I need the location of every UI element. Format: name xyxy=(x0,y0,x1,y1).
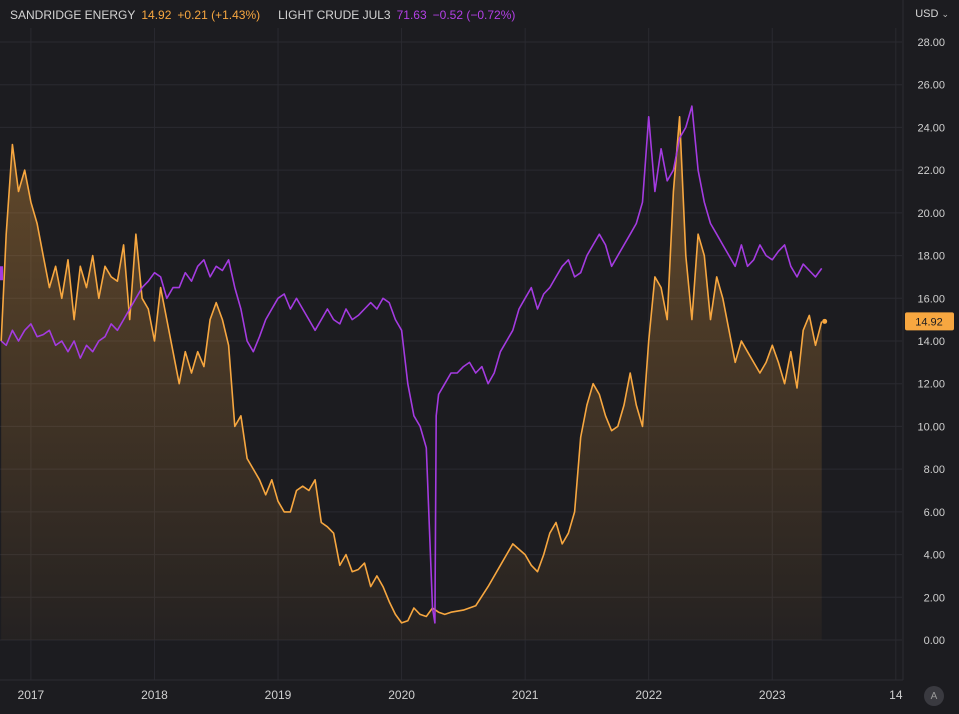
y-tick-label: 16.00 xyxy=(917,293,945,305)
y-tick-label: 18.00 xyxy=(917,251,945,263)
sandridge-area-fill xyxy=(1,116,822,641)
sandridge-price: 14.92 xyxy=(141,8,172,22)
crude-change: −0.52 (−0.72%) xyxy=(432,8,516,22)
crude-line xyxy=(0,105,823,624)
x-tick-label: 2021 xyxy=(512,688,539,702)
y-tick-label: 26.00 xyxy=(917,80,945,92)
x-tick-label: 2023 xyxy=(759,688,786,702)
y-axis-panel xyxy=(903,0,959,714)
currency-label: USD xyxy=(915,8,939,20)
last-price-tag: 14.92 xyxy=(905,312,954,331)
y-tick-label: 12.00 xyxy=(917,379,945,391)
y-tick-label: 20.00 xyxy=(917,208,945,220)
sandridge-series-name: SANDRIDGE ENERGY xyxy=(10,8,136,22)
crude-price: 71.63 xyxy=(396,8,427,22)
chart-legend: SANDRIDGE ENERGY 14.92 +0.21 (+1.43%) LI… xyxy=(10,8,515,22)
y-tick-label: 6.00 xyxy=(924,507,945,519)
auto-scale-button[interactable]: A xyxy=(924,686,944,706)
y-tick-label: 10.00 xyxy=(917,421,945,433)
y-tick-label: 14.00 xyxy=(917,336,945,348)
sandridge-area xyxy=(1,116,822,641)
y-tick-label: 8.00 xyxy=(924,464,945,476)
x-axis: 2017 2018 2019 2020 2021 2022 2023 14 xyxy=(0,679,959,702)
x-tick-label: 2019 xyxy=(265,688,292,702)
y-tick-label: 24.00 xyxy=(917,122,945,134)
y-tick-label: 2.00 xyxy=(924,592,945,604)
sandridge-last-point xyxy=(822,318,828,324)
y-tick-label: 22.00 xyxy=(917,165,945,177)
x-tick-label: 2020 xyxy=(388,688,415,702)
crude-edge-marker xyxy=(0,266,3,281)
x-tick-label: 2017 xyxy=(18,688,45,702)
x-tick-label: 2018 xyxy=(141,688,168,702)
sandridge-change: +0.21 (+1.43%) xyxy=(177,8,261,22)
y-tick-label: 28.00 xyxy=(917,37,945,49)
series-lines xyxy=(0,105,828,624)
crude-series-name: LIGHT CRUDE JUL3 xyxy=(278,8,391,22)
price-tag-label: 14.92 xyxy=(915,316,943,328)
chevron-down-icon: ⌄ xyxy=(941,8,949,19)
sandridge-line xyxy=(0,116,823,624)
x-tick-label: 14 xyxy=(889,688,903,702)
y-tick-label: 4.00 xyxy=(924,550,945,562)
x-tick-label: 2022 xyxy=(635,688,662,702)
y-tick-label: 0.00 xyxy=(924,635,945,647)
price-tag-bg xyxy=(905,312,954,331)
y-axis[interactable]: 0.00 2.00 4.00 6.00 8.00 10.00 12.00 14.00 16.00… xyxy=(902,0,959,714)
currency-selector[interactable]: USD ⌄ xyxy=(915,8,949,20)
